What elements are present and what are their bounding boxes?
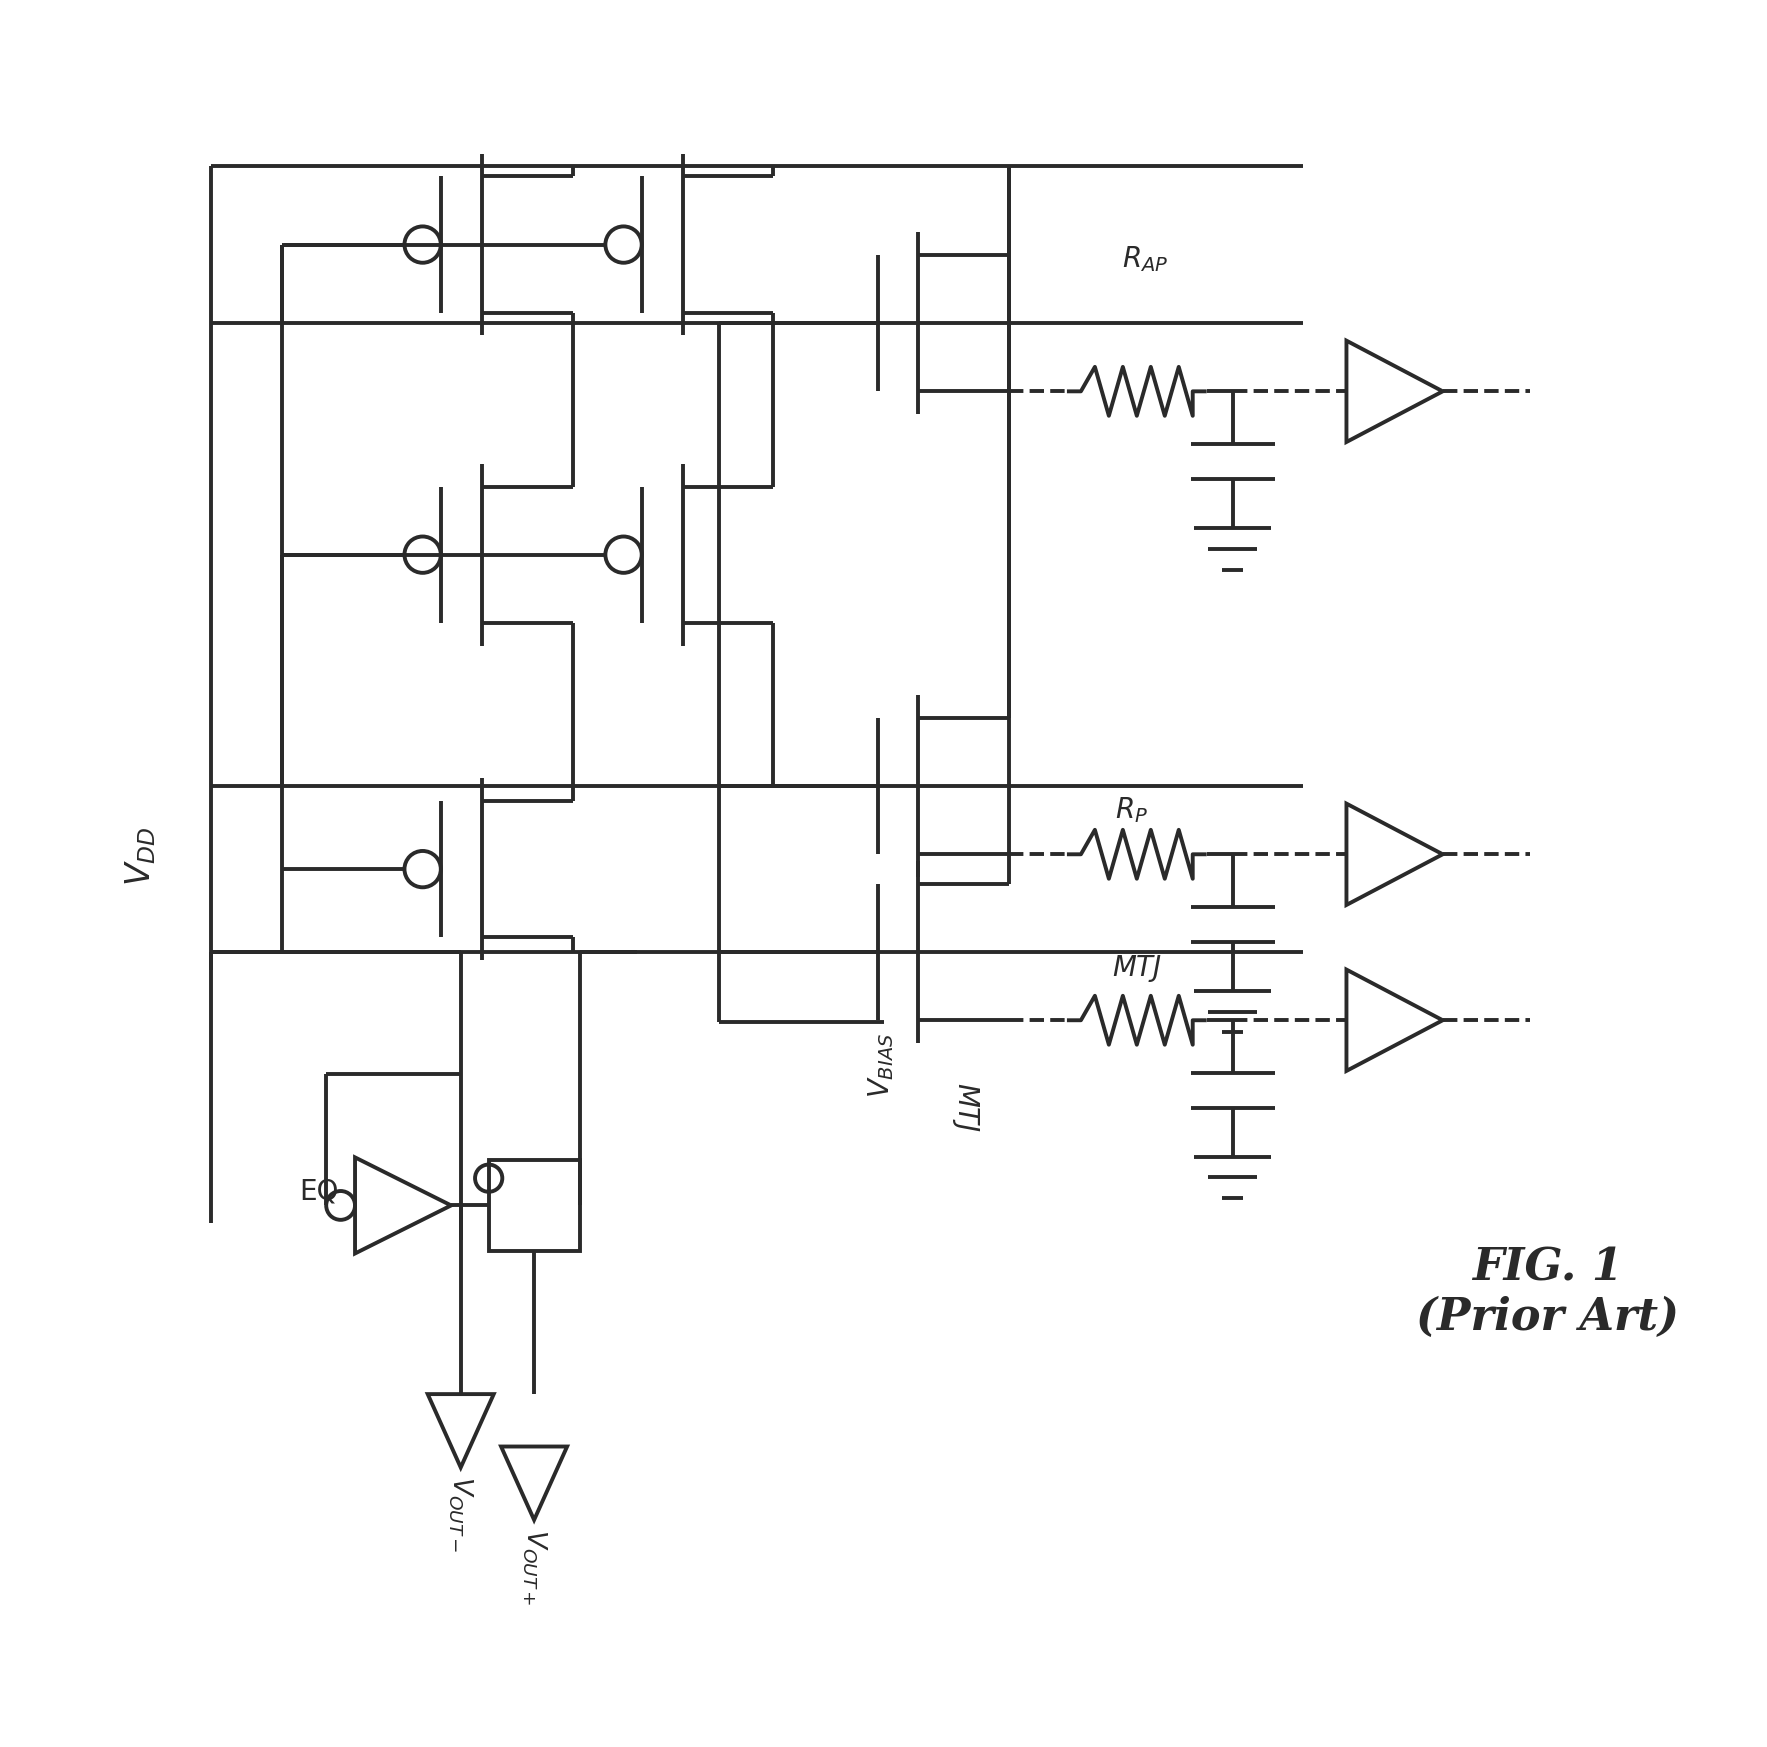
Text: EQ: EQ [299,1177,339,1205]
Text: $V_{DD}$: $V_{DD}$ [124,826,159,886]
Bar [489,1160,580,1251]
Text: $V_{BIAS}$: $V_{BIAS}$ [866,1032,896,1099]
Text: MTJ: MTJ [1111,954,1161,982]
Text: MTJ: MTJ [952,1083,979,1132]
Text: $V_{OUT+}$: $V_{OUT+}$ [519,1529,548,1605]
Text: $R_P$: $R_P$ [1115,795,1149,825]
Text: $R_{AP}$: $R_{AP}$ [1122,245,1168,274]
Text: FIG. 1
(Prior Art): FIG. 1 (Prior Art) [1415,1246,1679,1340]
Text: $V_{OUT-}$: $V_{OUT-}$ [447,1476,475,1553]
